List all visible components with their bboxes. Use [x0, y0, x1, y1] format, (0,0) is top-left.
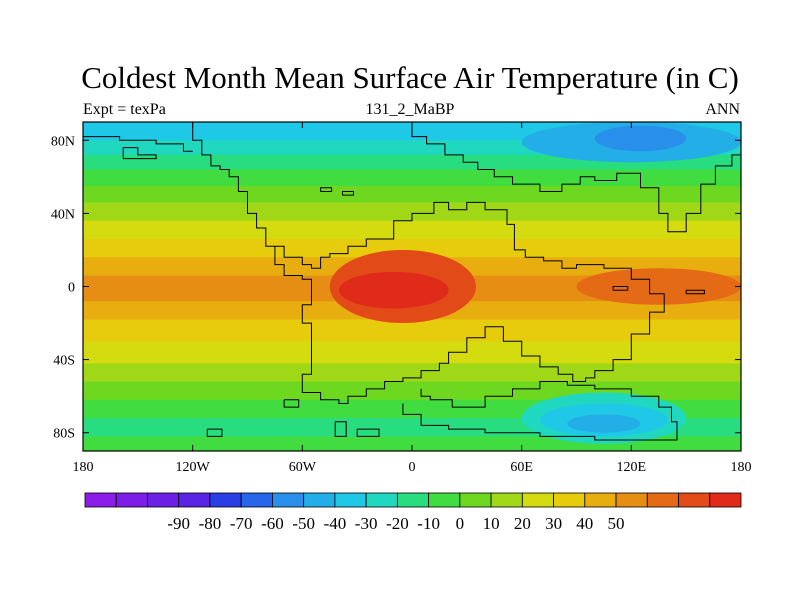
y-tick-label: 40N — [51, 207, 75, 222]
coastline-1 — [411, 122, 741, 233]
temp-band-7 — [83, 238, 741, 258]
cold-south-continent-core — [567, 414, 641, 433]
colorbar-label: -10 — [417, 514, 440, 533]
colorbar-swatch — [365, 492, 398, 508]
colorbar-swatch — [490, 492, 523, 508]
colorbar-swatch — [459, 492, 492, 508]
temp-band-4 — [83, 185, 741, 203]
colorbar-label: 20 — [514, 514, 531, 533]
experiment-label: Expt = texPa — [83, 101, 166, 118]
colorbar-label: -70 — [230, 514, 253, 533]
x-tick-label: 120W — [176, 460, 211, 475]
y-tick-label: 0 — [68, 281, 75, 296]
colorbar-swatch — [334, 492, 367, 508]
y-tick-label: 80S — [53, 427, 75, 442]
colorbar-label: -40 — [324, 514, 347, 533]
y-tick-label: 40S — [53, 354, 75, 369]
colorbar-swatch — [584, 492, 617, 508]
coastline-6 — [334, 421, 347, 437]
colorbar-swatch — [396, 492, 430, 508]
colorbar-swatch — [428, 492, 461, 508]
colorbar-swatch — [553, 492, 586, 508]
coastline-9 — [320, 187, 333, 192]
colorbar-swatch — [209, 492, 242, 508]
colorbar-label: 30 — [545, 514, 562, 533]
coastline-10 — [342, 191, 354, 196]
x-axis: 180 120W 60W 0 60E 120E 180 — [73, 122, 752, 475]
coastline-7 — [356, 428, 380, 437]
hot-equatorial-continent-core — [338, 271, 449, 309]
colorbar-swatch — [178, 492, 211, 508]
coastline-11 — [685, 289, 705, 295]
colorbar-swatch — [272, 492, 305, 508]
x-tick-label: 60E — [510, 460, 533, 475]
coastline-5 — [206, 428, 223, 437]
x-tick-label: 180 — [73, 460, 94, 475]
colorbar-label: -60 — [261, 514, 284, 533]
coastline-12 — [612, 286, 629, 291]
colorbar-swatch — [709, 492, 742, 508]
colorbar: -90 -80 -70 -60 -50 -40 -30 -20 -10 0 10 20 30 40 50 — [84, 492, 742, 533]
colorbar-label: 0 — [456, 514, 465, 533]
colorbar-label: 40 — [576, 514, 593, 533]
y-tick-label: 80N — [51, 134, 75, 149]
temp-band-12 — [83, 341, 741, 364]
colorbar-swatch — [147, 492, 180, 508]
colorbar-label: -80 — [199, 514, 222, 533]
temp-band-11 — [83, 319, 741, 342]
y-axis: 80N 40N 0 40S 80S — [51, 134, 741, 442]
colorbar-label: -90 — [167, 514, 190, 533]
temp-band-6 — [83, 220, 741, 240]
colorbar-swatch — [115, 492, 148, 508]
colorbar-swatch — [84, 492, 117, 508]
time-label: 131_2_MaBP — [365, 101, 455, 118]
x-tick-label: 60W — [289, 460, 317, 475]
colorbar-swatch — [646, 492, 679, 508]
coastline-4 — [283, 399, 300, 408]
colorbar-swatch — [615, 492, 648, 508]
temp-band-3 — [83, 169, 741, 187]
coastline-3 — [402, 381, 678, 441]
coastline-8 — [122, 147, 157, 160]
map-title: Coldest Month Mean Surface Air Temperatu… — [81, 60, 739, 95]
colorbar-label: 50 — [608, 514, 625, 533]
colorbar-swatch — [303, 492, 336, 508]
hot-east-pacific — [576, 268, 741, 305]
coastlines — [83, 122, 741, 441]
colorbar-label: -50 — [292, 514, 315, 533]
cold-north-continent-core — [594, 125, 687, 152]
temp-band-13 — [83, 363, 741, 383]
colorbar-swatch — [521, 492, 554, 508]
season-label: ANN — [705, 101, 740, 118]
colorbar-label: -20 — [386, 514, 409, 533]
colorbar-swatch — [240, 492, 273, 508]
coastline-2 — [83, 136, 193, 152]
colorbar-label: 10 — [483, 514, 500, 533]
colorbar-swatch — [678, 492, 711, 508]
x-tick-label: 0 — [409, 460, 416, 475]
colorbar-label: -30 — [355, 514, 378, 533]
x-tick-label: 120E — [617, 460, 647, 475]
coastline-0 — [192, 122, 665, 404]
temperature-field — [83, 122, 741, 451]
x-tick-label: 180 — [731, 460, 752, 475]
